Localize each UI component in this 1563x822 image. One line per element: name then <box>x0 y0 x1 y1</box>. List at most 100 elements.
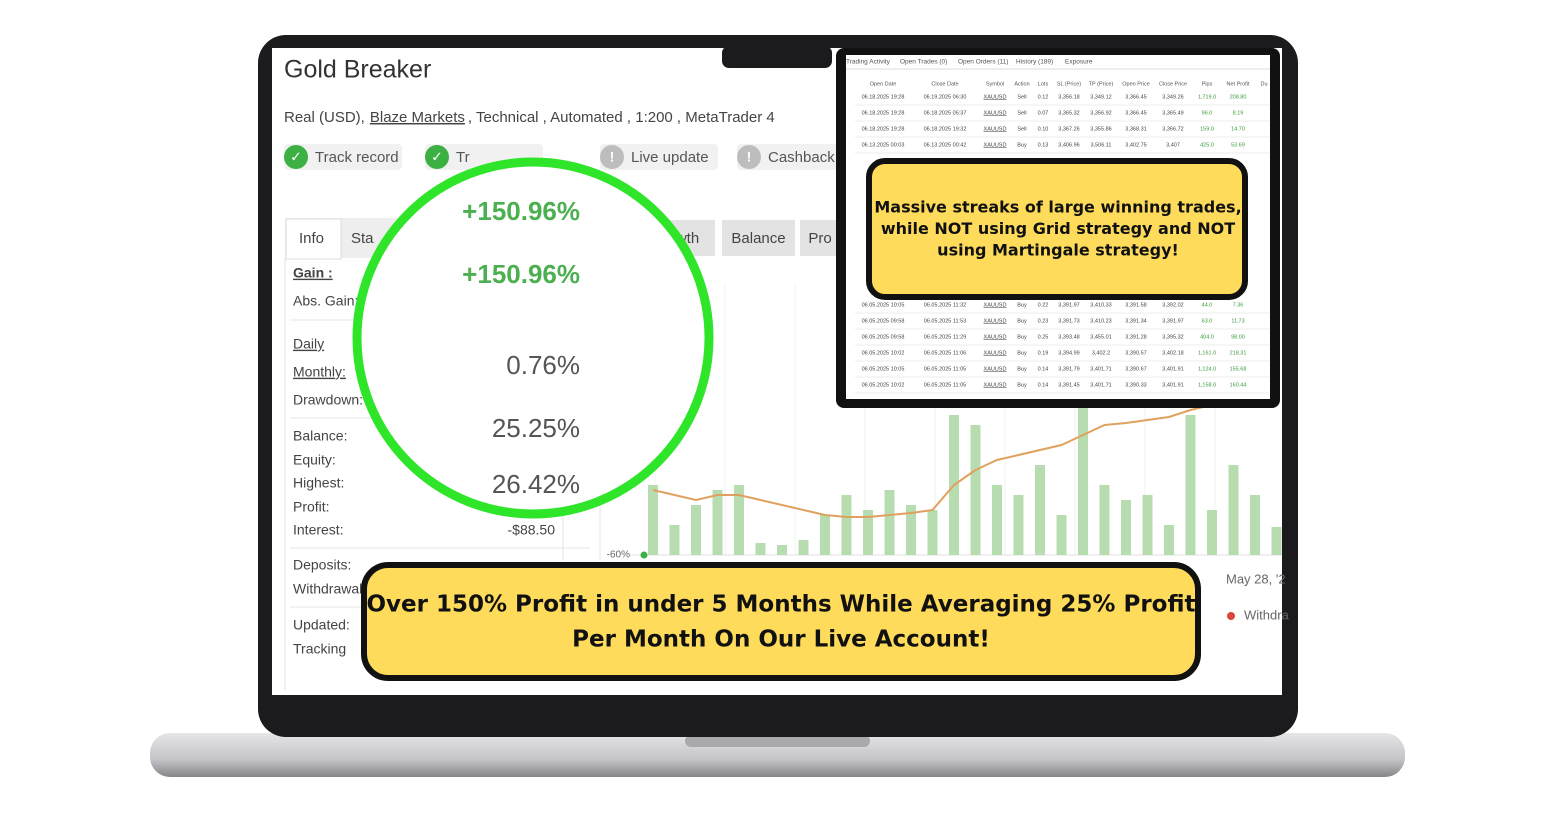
table-cell: 96.0 <box>1202 110 1213 116</box>
table-cell: 3,365.32 <box>1058 110 1079 116</box>
table-cell: 3,393.48 <box>1058 334 1079 340</box>
laptop-notch <box>685 735 870 747</box>
callout-top-line: while NOT using Grid strategy and NOT <box>881 219 1235 238</box>
column-header: Action <box>1014 81 1029 87</box>
table-cell: 3,366.45 <box>1125 94 1146 100</box>
table-cell: 3,391.28 <box>1125 334 1146 340</box>
column-header: Du <box>1260 81 1267 87</box>
table-cell: 06.05.2025 10:05 <box>862 302 905 308</box>
table-cell: 06.05.2025 11:29 <box>924 334 966 340</box>
table-cell: 44.0 <box>1202 302 1213 308</box>
table-cell: 3,401.91 <box>1162 366 1183 372</box>
table-cell: 425.0 <box>1200 142 1214 148</box>
table-cell: 06.05.2025 11:53 <box>924 318 966 324</box>
table-cell: XAUUSD <box>984 110 1007 116</box>
bar <box>1250 495 1260 555</box>
table-cell: 3,367.26 <box>1058 126 1079 132</box>
bar <box>691 505 701 555</box>
tab-bg <box>800 220 840 256</box>
column-header: Open Price <box>1122 81 1150 87</box>
table-cell: 3,365.49 <box>1162 110 1183 116</box>
table-cell: 7.36 <box>1233 302 1244 308</box>
table-cell: 3,391.97 <box>1058 302 1079 308</box>
table-cell: 1,158.0 <box>1198 382 1216 388</box>
table-cell: XAUUSD <box>984 382 1007 388</box>
bar <box>927 510 938 555</box>
bar <box>1271 527 1282 555</box>
table-cell: 3,410.23 <box>1090 318 1111 324</box>
table-cell: 155.68 <box>1230 366 1247 372</box>
zoom-value: 25.25% <box>492 413 580 443</box>
camera-notch <box>722 46 832 68</box>
table-cell: 06.18.2025 19:32 <box>924 126 967 132</box>
stat-label: Balance: <box>293 428 347 444</box>
table-cell: 3,391.34 <box>1125 318 1146 324</box>
table-cell: 1,161.0 <box>1198 350 1216 356</box>
title: Gold Breaker <box>284 56 431 84</box>
table-cell: Sell <box>1017 110 1026 116</box>
stat-label: Updated: <box>293 617 350 633</box>
table-cell: 0.23 <box>1038 318 1049 324</box>
tab: Info <box>299 230 324 247</box>
table-cell: 06.05.2025 09:58 <box>862 318 905 324</box>
bar <box>992 485 1002 555</box>
table-cell: 3,356.92 <box>1090 110 1111 116</box>
bar <box>1078 405 1088 555</box>
table-cell: 3,349.26 <box>1162 94 1183 100</box>
table-cell: 3,391.45 <box>1058 382 1079 388</box>
table-cell: 3,392.02 <box>1162 302 1183 308</box>
bar <box>1228 465 1239 555</box>
table-tab: Exposure <box>1065 59 1093 66</box>
table-cell: 3,401.91 <box>1162 382 1183 388</box>
table-cell: 3,401.71 <box>1090 382 1111 388</box>
bar <box>863 510 873 555</box>
table-cell: Buy <box>1017 318 1027 324</box>
table-cell: XAUUSD <box>984 366 1007 372</box>
table-tab: History (189) <box>1016 59 1053 66</box>
screen-content: Gold Breaker Real (USD), Blaze Markets, Te… <box>284 48 1290 690</box>
table-cell: 208.80 <box>1230 94 1247 100</box>
table-cell: 06.13.2025 00:42 <box>924 142 967 148</box>
laptop-base <box>150 733 1405 777</box>
table-cell: Sell <box>1017 126 1026 132</box>
account-type: Real (USD), <box>284 109 365 126</box>
table-cell: 0.12 <box>1038 94 1049 100</box>
interest-value: -$88.50 <box>508 522 556 538</box>
zoom-circle <box>352 157 714 519</box>
table-cell: 3,391.97 <box>1162 318 1183 324</box>
stat-label: Daily <box>293 336 324 352</box>
bar <box>669 525 680 555</box>
table-cell: 0.10 <box>1038 126 1049 132</box>
table-cell: 3,356.18 <box>1058 94 1079 100</box>
bar <box>970 425 981 555</box>
growth-line <box>652 379 1277 518</box>
callout-bottom-line: Per Month On Our Live Account! <box>572 627 990 653</box>
bar <box>1121 500 1131 555</box>
table-tab: Trading Activity <box>846 59 891 66</box>
table-cell: XAUUSD <box>984 126 1007 132</box>
axis-label: -60% <box>607 550 630 561</box>
badge-bg <box>600 144 718 170</box>
badge-icon-glyph: ✓ <box>290 149 302 165</box>
table-cell: Buy <box>1017 366 1027 372</box>
stat-label: Interest: <box>293 522 344 538</box>
table-cell: XAUUSD <box>984 334 1007 340</box>
table-cell: 06.18.2025 19:28 <box>862 126 905 132</box>
stat-label: Profit: <box>293 499 330 515</box>
table-cell: 98.00 <box>1231 334 1245 340</box>
badge-label: Track record <box>315 149 399 166</box>
table-cell: 53.69 <box>1231 142 1245 148</box>
table-cell: Buy <box>1017 350 1027 356</box>
stat-label: Deposits: <box>293 557 351 573</box>
table-cell: 3,391.58 <box>1125 302 1146 308</box>
table-cell: 3,355.86 <box>1090 126 1111 132</box>
table-cell: XAUUSD <box>984 350 1007 356</box>
chart-start-dot <box>640 551 648 559</box>
table-cell: XAUUSD <box>984 94 1007 100</box>
table-cell: 3,391.73 <box>1058 318 1079 324</box>
table-cell: 06.05.2025 11:06 <box>924 350 966 356</box>
badge-icon <box>600 145 624 169</box>
table-cell: 3,394.99 <box>1058 350 1079 356</box>
bar <box>1013 495 1024 555</box>
